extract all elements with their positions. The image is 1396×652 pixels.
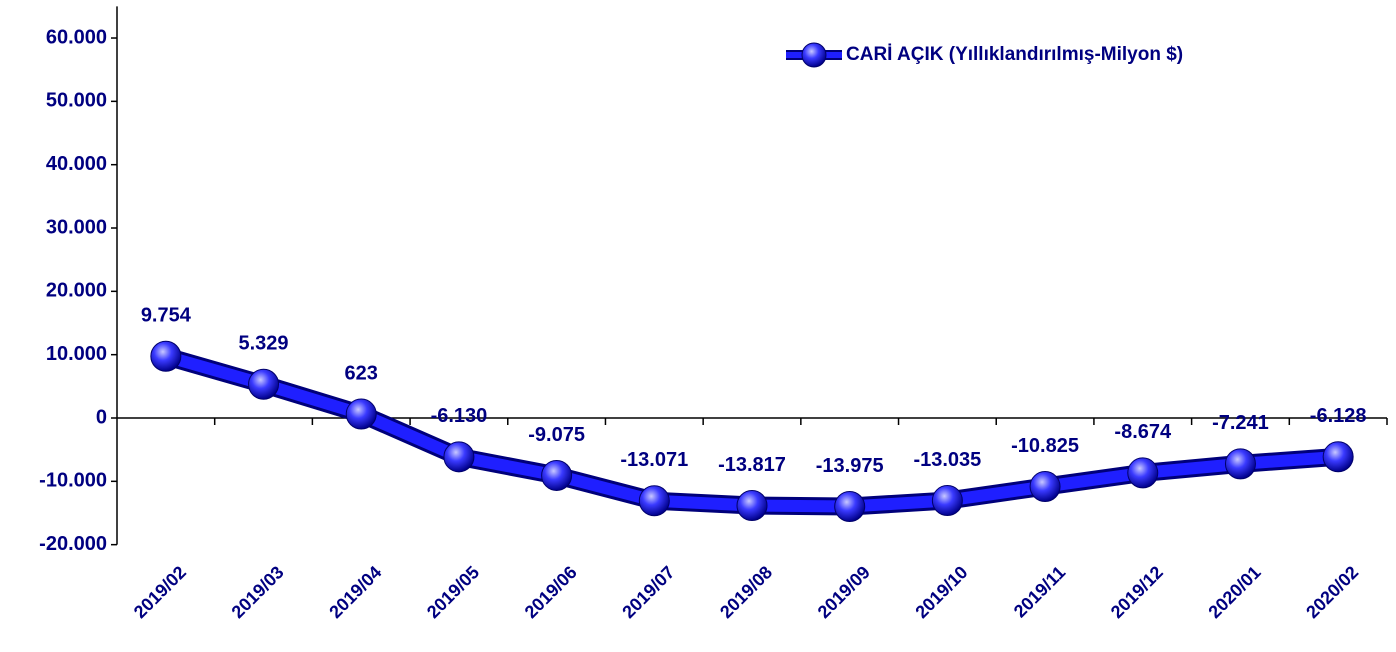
x-tick-label: 2019/06 xyxy=(521,562,581,622)
x-tick-label: 2019/10 xyxy=(911,562,971,622)
x-tick-label: 2019/04 xyxy=(325,562,385,622)
marker xyxy=(834,491,866,523)
y-tick-label: 20.000 xyxy=(46,280,107,302)
data-label: 5.329 xyxy=(239,333,289,355)
data-label: -13.975 xyxy=(816,455,884,477)
y-tick-label: 30.000 xyxy=(46,216,107,238)
legend-label: CARİ AÇIK (Yıllıklandırılmış-Milyon $) xyxy=(846,44,1183,65)
x-tick-label: 2019/03 xyxy=(228,562,288,622)
data-label: -13.035 xyxy=(913,449,981,471)
data-label: -8.674 xyxy=(1114,421,1172,443)
x-tick-label: 2020/02 xyxy=(1302,562,1362,622)
x-tick-label: 2019/02 xyxy=(130,562,190,622)
y-tick-label: 10.000 xyxy=(46,343,107,365)
data-label: -6.130 xyxy=(431,405,488,427)
legend-marker xyxy=(801,42,827,68)
x-tick-label: 2019/12 xyxy=(1107,562,1167,622)
marker xyxy=(248,368,280,400)
x-tick-label: 2019/08 xyxy=(716,562,776,622)
data-label: -13.817 xyxy=(718,454,786,476)
x-tick-label: 2020/01 xyxy=(1204,562,1264,622)
marker xyxy=(150,340,182,372)
marker xyxy=(736,490,768,522)
marker xyxy=(1127,457,1159,489)
marker xyxy=(443,441,475,473)
marker xyxy=(541,459,573,491)
x-tick-label: 2019/05 xyxy=(423,562,483,622)
y-tick-label: 60.000 xyxy=(46,26,107,48)
y-tick-label: 0 xyxy=(96,406,107,428)
y-tick-label: -20.000 xyxy=(39,533,107,555)
data-label: -9.075 xyxy=(528,424,585,446)
data-label: 623 xyxy=(345,362,378,384)
data-label: -10.825 xyxy=(1011,435,1079,457)
y-tick-label: 50.000 xyxy=(46,90,107,112)
marker xyxy=(1224,448,1256,480)
marker xyxy=(345,398,377,430)
y-tick-label: 40.000 xyxy=(46,153,107,175)
x-tick-label: 2019/11 xyxy=(1010,562,1069,621)
x-tick-label: 2019/07 xyxy=(618,562,678,622)
marker xyxy=(931,485,963,517)
data-label: -7.241 xyxy=(1212,412,1269,434)
marker xyxy=(638,485,670,517)
y-tick-label: -10.000 xyxy=(39,470,107,492)
data-label: -6.128 xyxy=(1310,405,1367,427)
marker xyxy=(1322,441,1354,473)
data-label: -13.071 xyxy=(620,449,688,471)
data-label: 9.754 xyxy=(141,305,192,327)
marker xyxy=(1029,471,1061,503)
x-tick-label: 2019/09 xyxy=(814,562,874,622)
